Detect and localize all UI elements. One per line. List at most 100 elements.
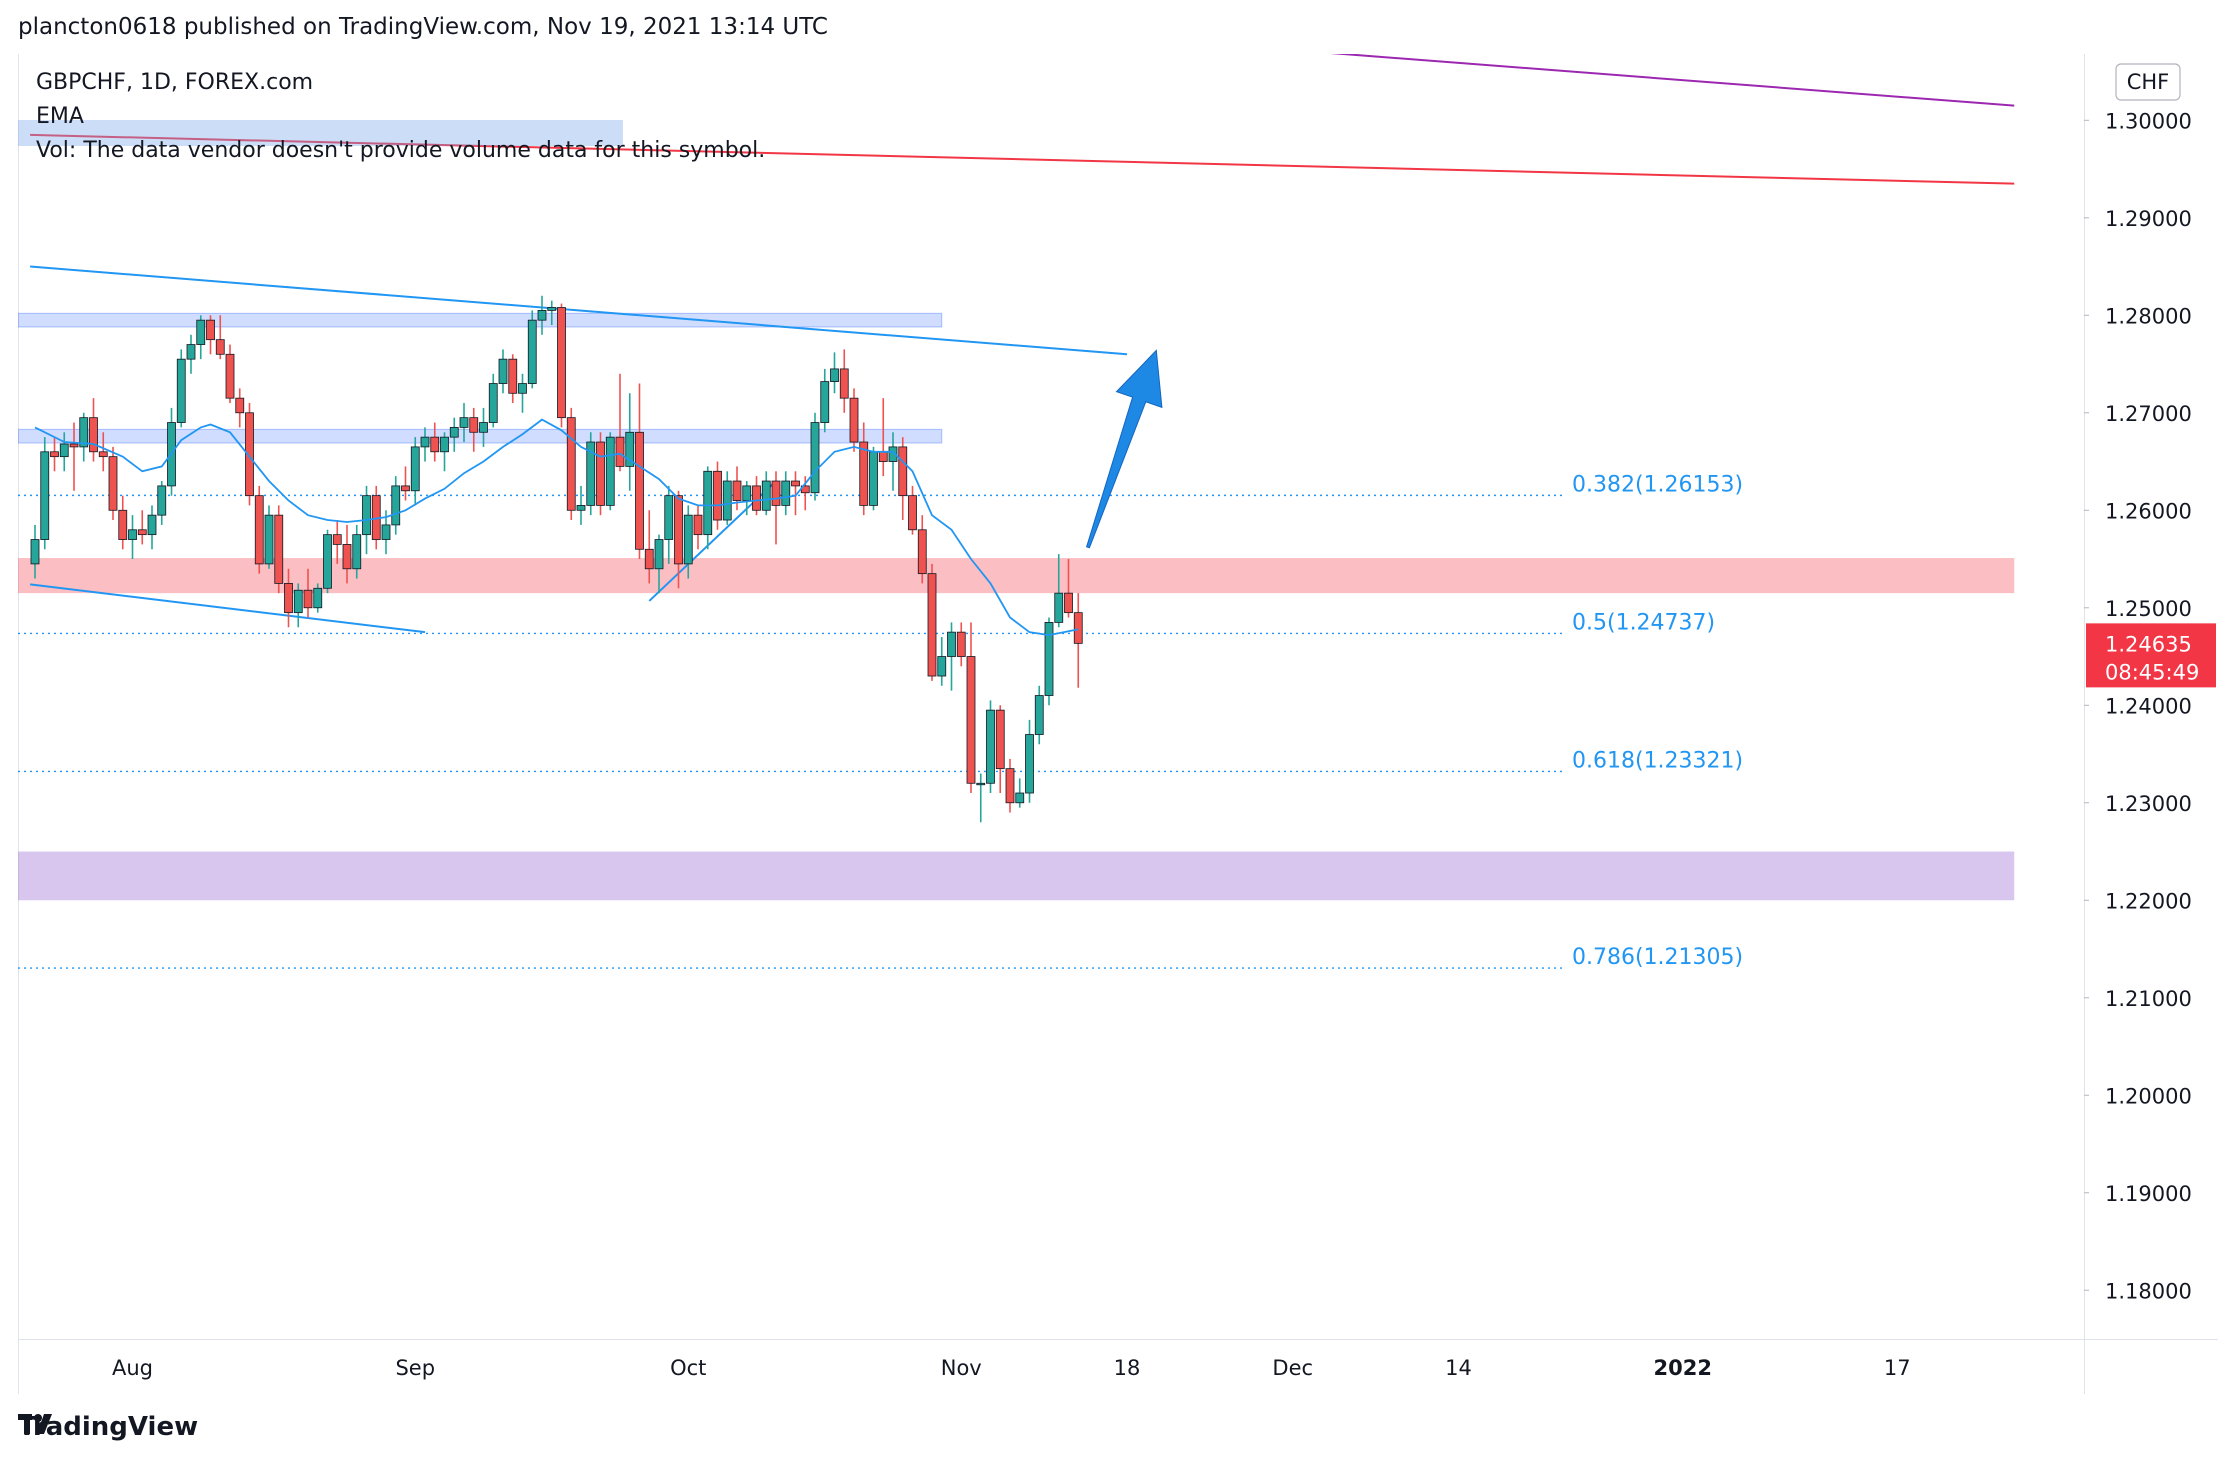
tradingview-footer[interactable]: TradingView <box>18 1412 198 1442</box>
candle <box>566 407 576 521</box>
candle-body <box>596 441 605 506</box>
candle-body <box>40 451 50 540</box>
candle <box>654 534 664 594</box>
candle <box>1015 778 1025 808</box>
candle-body <box>869 451 878 506</box>
candle <box>761 471 771 516</box>
bar-countdown-label: 08:45:49 <box>2105 660 2199 684</box>
candle <box>547 300 557 326</box>
candle <box>917 515 927 584</box>
candle <box>986 700 995 794</box>
candle <box>820 368 830 433</box>
candle <box>79 412 89 462</box>
candle <box>674 490 683 589</box>
legend-symbol[interactable]: GBPCHF, 1D, FOREX.com <box>36 70 314 95</box>
candle <box>995 705 1005 794</box>
price-tick-label: 1.21000 <box>2105 987 2192 1011</box>
candle-body <box>781 480 791 506</box>
candle <box>98 432 108 472</box>
resistance-zone-top <box>18 312 943 328</box>
price-tick-label: 1.28000 <box>2105 304 2192 328</box>
price-tick-label: 1.26000 <box>2105 499 2192 523</box>
legend-ema[interactable]: EMA <box>36 104 84 129</box>
candle-body <box>30 539 40 565</box>
time-tick-label: 14 <box>1445 1356 1472 1380</box>
candle-body <box>791 480 800 487</box>
candle-body <box>332 534 342 545</box>
time-tick-label: Nov <box>941 1356 982 1380</box>
price-tick-label: 1.30000 <box>2105 109 2192 133</box>
candle-body <box>89 417 98 453</box>
time-tick-label: 2022 <box>1654 1356 1712 1380</box>
candle-body <box>59 443 69 458</box>
price-tick-label: 1.24000 <box>2105 694 2192 718</box>
candle-body <box>147 514 157 536</box>
publish-header: plancton0618 published on TradingView.co… <box>18 14 828 40</box>
legend-volume-note: Vol: The data vendor doesn't provide vol… <box>36 138 766 163</box>
candle-body <box>137 529 147 536</box>
candle <box>323 529 332 594</box>
demand-zone-purple <box>18 851 2015 901</box>
tradingview-logo-icon <box>18 1414 52 1434</box>
candle <box>635 383 644 560</box>
candle <box>235 388 245 428</box>
candle-body <box>586 441 596 506</box>
fib-level-label: 0.786(1.21305) <box>1572 945 1743 970</box>
fib-level-label: 0.618(1.23321) <box>1572 748 1743 773</box>
candle-body <box>264 514 274 565</box>
chart-frame[interactable]: 0.382(1.26153) 0.5(1.24737) 0.618(1.23321)… <box>18 54 2218 1394</box>
candle-body <box>323 534 332 589</box>
candle-body <box>1025 734 1034 794</box>
time-tick-label: 18 <box>1114 1356 1141 1380</box>
candle-body <box>1054 592 1064 623</box>
candle <box>284 568 293 628</box>
candle <box>488 373 498 428</box>
candle <box>332 520 342 564</box>
candle <box>810 412 820 501</box>
candle-body <box>878 451 888 462</box>
candle <box>430 422 440 462</box>
candle <box>625 393 635 491</box>
price-tick-label: 1.25000 <box>2105 597 2192 621</box>
candle-body <box>947 631 956 657</box>
candle <box>966 622 976 794</box>
candle-body <box>732 480 742 501</box>
candle-body <box>1064 592 1073 614</box>
candle-body <box>245 412 254 497</box>
candle <box>245 403 254 506</box>
candle <box>830 352 839 394</box>
candle-body <box>888 446 898 462</box>
candle-body <box>986 709 995 784</box>
candle-body <box>898 446 908 497</box>
candle <box>30 524 40 579</box>
time-tick-label: Oct <box>670 1356 706 1380</box>
candle-body <box>79 417 89 448</box>
candle-body <box>469 417 479 433</box>
candle-body <box>625 431 635 467</box>
candle <box>576 485 586 525</box>
candle-body <box>752 485 761 511</box>
candle <box>137 510 147 545</box>
price-chart[interactable]: 0.382(1.26153) 0.5(1.24737) 0.618(1.23321)… <box>18 54 2218 1394</box>
candle-body <box>401 485 410 492</box>
candle <box>254 485 264 574</box>
candle <box>1005 758 1015 813</box>
candle <box>196 315 206 360</box>
candle-body <box>215 339 225 355</box>
time-tick-label: 17 <box>1884 1356 1911 1380</box>
candle <box>89 398 98 462</box>
candle <box>644 510 654 584</box>
candle <box>420 427 430 462</box>
candle <box>313 583 323 613</box>
purple-trendline <box>1330 54 2015 107</box>
candle-body <box>508 358 518 394</box>
candle-body <box>98 451 108 458</box>
candle-body <box>449 427 459 438</box>
candle <box>839 349 849 413</box>
candle-body <box>956 631 966 657</box>
candle <box>791 471 800 516</box>
candle-body <box>352 534 362 570</box>
candle-body <box>557 307 566 419</box>
candle-body <box>274 514 284 584</box>
candle-body <box>908 495 917 531</box>
